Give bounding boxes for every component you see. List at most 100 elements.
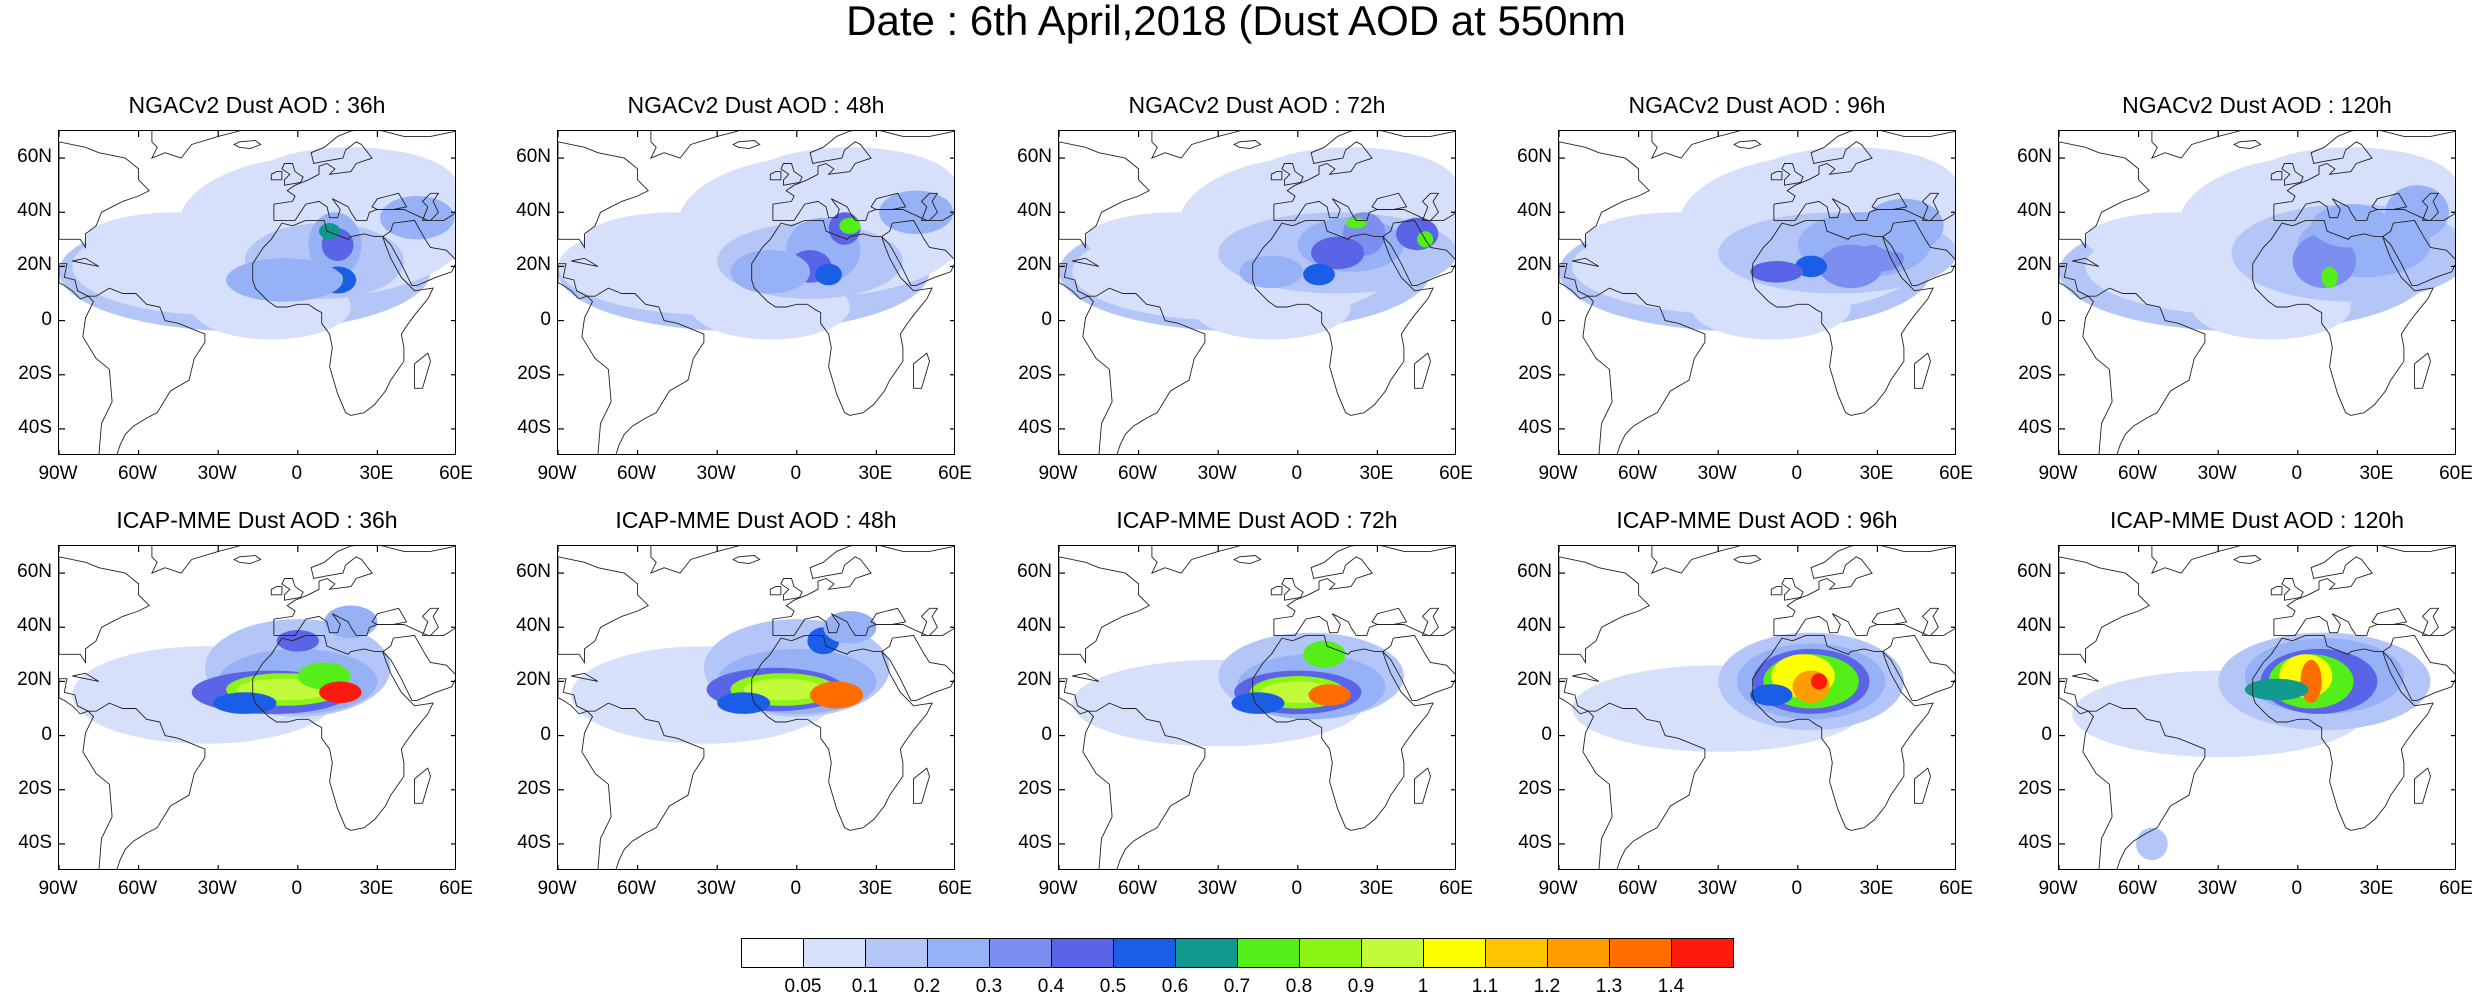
panel-title: NGACv2 Dust AOD : 72h [1128,92,1386,118]
colorbar-label: 1.3 [1595,976,1623,997]
coastline-namerica2 [558,141,649,250]
colorbar-swatch [1237,938,1300,968]
coastline-caspian [421,607,440,636]
coastline-europe [2273,546,2455,636]
colorbar-label: 0.7 [1223,976,1251,997]
lon-tick-label: 60E [938,878,972,899]
lon-tick-label: 30W [696,463,736,484]
lat-tick-label: 40S [517,416,551,438]
colorbar-swatch [1175,938,1238,968]
panel-title: NGACv2 Dust AOD : 48h [627,92,885,118]
colorbar-label: 0.9 [1347,976,1375,997]
lat-tick-label: 60N [1517,146,1552,168]
coastline-cuba [1572,257,1600,267]
coastline-namerica [558,678,589,715]
lon-tick-label: 30W [696,878,736,899]
coastline-cuba [571,672,599,682]
coastline-caspian [2421,192,2440,221]
coastline-namerica [1059,263,1090,300]
dust-contour-region [2300,659,2322,704]
colorbar-label: 0.8 [1285,976,1313,997]
lon-tick-label: 30W [197,878,237,899]
coastline-greenland [150,131,240,159]
lat-tick-label: 60N [2017,561,2052,583]
dust-contour-region [1850,244,1904,272]
coastline-uk [780,578,803,601]
coastline-arabia [2381,219,2455,286]
lon-tick-label: 60W [118,878,158,899]
coastline-madagascar [1414,767,1431,804]
coastline-samerica [82,702,206,869]
coastline-uk [281,578,304,601]
coastline-blacksea [2371,192,2408,210]
lon-tick-label: 30E [359,463,394,484]
lat-tick-label: 40N [2017,200,2052,222]
coastline-caspian [920,607,939,636]
colorbar-label: 0.5 [1099,976,1127,997]
colorbar-label: 1.2 [1533,976,1561,997]
dust-contour-region [1311,236,1365,270]
lat-tick-label: 20S [1518,362,1552,384]
coastline-iceland [1233,555,1262,565]
colorbar-label: 0.2 [913,976,941,997]
lat-tick-label: 20S [18,362,52,384]
colorbar-swatch [927,938,990,968]
dust-contour-region [324,605,378,639]
lat-tick-label: 20N [1517,669,1552,691]
coastline-namerica2 [59,141,150,250]
coastline-namerica [59,678,90,715]
coastline-arabia [1381,634,1455,701]
lat-tick-label: 20N [17,254,52,276]
dust-contour-region [1864,198,1944,253]
panel-title: NGACv2 Dust AOD : 120h [2122,92,2392,118]
lat-tick-label: 20S [1018,777,1052,799]
dust-contour-region [226,258,343,302]
coastline-uk [1281,578,1304,601]
lat-tick-label: 40N [516,615,551,637]
lon-tick-label: 60E [938,463,972,484]
dust-contour-region [1750,684,1793,706]
dust-contour-region [1308,684,1351,706]
coastline-namerica2 [59,556,150,665]
coastline-caspian [1921,607,1940,636]
lat-tick-label: 40S [1518,831,1552,853]
coastline-samerica [581,702,705,869]
lat-tick-label: 40S [517,831,551,853]
lon-tick-label: 60W [118,463,158,484]
map-frame [1558,130,1956,455]
coastline-arabia [880,634,954,701]
coastline-cuba [2072,257,2100,267]
coastline-uk [2281,163,2304,186]
lat-tick-label: 40S [1018,416,1052,438]
coastline-blacksea [1371,607,1408,625]
lon-tick-label: 30E [359,878,394,899]
map-frame [1558,545,1956,870]
coastline-caspian [2421,607,2440,636]
coastline-arabia [381,634,455,701]
lat-tick-label: 40N [2017,615,2052,637]
dust-contour-region [1303,640,1346,668]
map-frame [2058,545,2456,870]
coastline-blacksea [870,192,907,210]
lat-tick-label: 40N [1017,615,1052,637]
lat-tick-label: 60N [516,561,551,583]
lat-tick-label: 40N [1017,200,1052,222]
coastline-ireland [769,586,782,596]
coastline-blacksea [1871,192,1908,210]
coastline-europe [772,131,954,221]
lon-tick-label: 60E [1939,878,1973,899]
coastline-europe [772,546,954,636]
coastline-uk [780,163,803,186]
coastline-caspian [920,192,939,221]
coastline-cuba [72,672,100,682]
lat-tick-label: 0 [540,723,551,745]
lon-tick-label: 90W [38,463,78,484]
dust-contour-region [2136,827,2168,861]
lat-tick-label: 20N [2017,669,2052,691]
coastline-arabia [1881,634,1955,701]
lat-tick-label: 20S [517,777,551,799]
coastline-namerica [59,263,90,300]
coastline-arabia [1381,219,1455,286]
dust-contour-region [2244,678,2309,701]
coastline-africa [252,219,434,416]
